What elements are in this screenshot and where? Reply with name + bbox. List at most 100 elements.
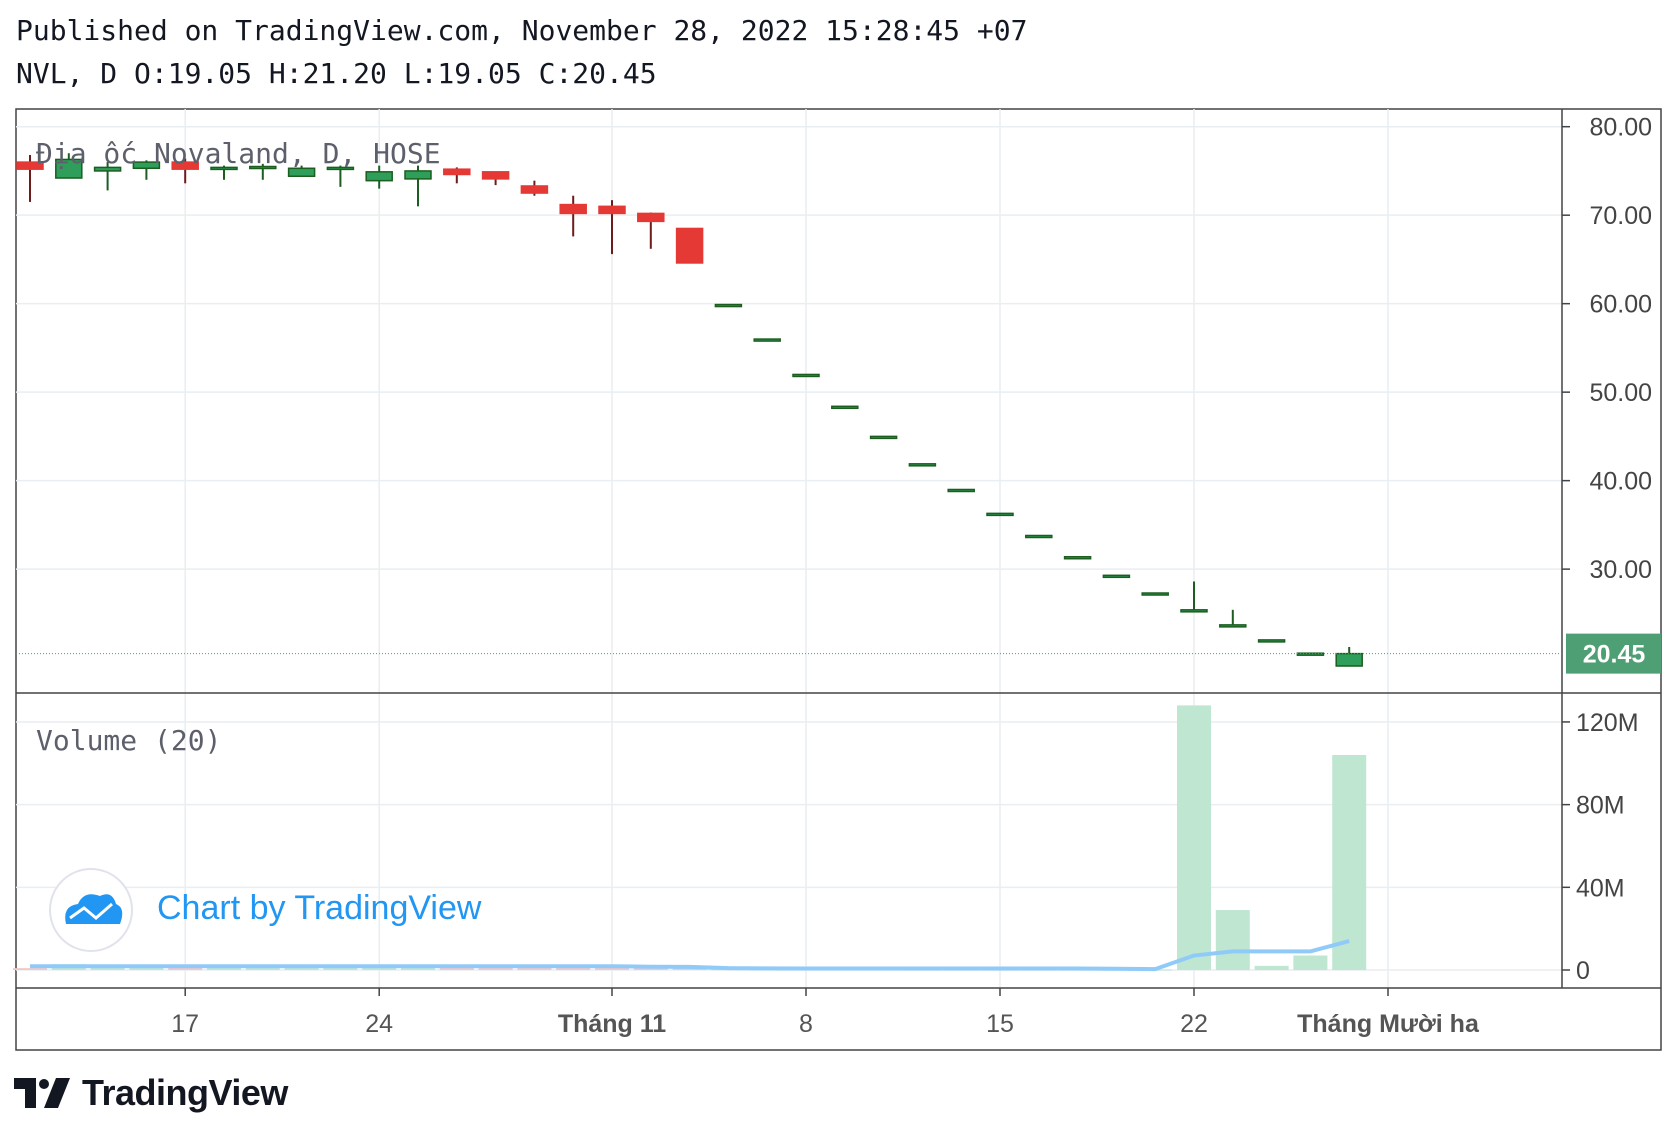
- volume-tick-label: 120M: [1576, 709, 1639, 737]
- price-tick-label: 30.00: [1589, 556, 1652, 584]
- candle: [1141, 592, 1169, 596]
- time-tick-label: Tháng 11: [558, 1010, 666, 1038]
- candle-body: [1025, 534, 1053, 539]
- candle: [132, 160, 161, 180]
- candle: [210, 165, 238, 180]
- volume-bar: [1332, 755, 1367, 970]
- volume-bar: [1215, 910, 1250, 970]
- candle: [249, 163, 277, 180]
- candle-body: [1180, 609, 1208, 613]
- candle-body: [675, 227, 704, 264]
- candle-body: [443, 168, 471, 176]
- candle: [753, 338, 781, 342]
- candle-body: [1257, 639, 1286, 643]
- chart-by-tradingview-watermark[interactable]: Chart by TradingView: [49, 868, 482, 952]
- candle-body: [365, 171, 393, 182]
- candle-body: [171, 161, 199, 170]
- candle-body: [132, 161, 161, 170]
- candles: [16, 153, 1363, 667]
- volume-ma-line: [30, 939, 1350, 972]
- price-axis[interactable]: 80.00 70.00 60.00 50.00 40.00 30.00: [1562, 114, 1652, 584]
- candle-body: [559, 203, 587, 215]
- candle-body: [831, 405, 859, 410]
- candle-body: [55, 158, 83, 179]
- symbol-title: Địa ốc Novaland, D, HOSE: [36, 137, 441, 170]
- candle: [520, 180, 549, 196]
- candle-body: [753, 338, 781, 342]
- time-tick-label: 22: [1180, 1010, 1208, 1038]
- volume-bar: [1177, 705, 1211, 970]
- volume-bar: [478, 966, 513, 970]
- candle-body: [947, 488, 975, 493]
- candle-body: [1063, 555, 1092, 560]
- volume-bar: [1293, 955, 1328, 970]
- candle-body: [210, 166, 238, 171]
- candle: [598, 200, 626, 255]
- volume-bar: [90, 966, 125, 970]
- last-price-label: 20.45: [1566, 633, 1661, 674]
- watermark-text[interactable]: Chart by TradingView: [157, 889, 482, 927]
- volume-bar: [401, 967, 435, 970]
- candle: [1219, 609, 1247, 628]
- price-tick-label: 80.00: [1589, 114, 1652, 142]
- volume-bar: [1254, 965, 1289, 970]
- candle: [559, 195, 587, 237]
- volume-bar: [168, 966, 203, 970]
- candle: [637, 212, 665, 249]
- grid-lines: [16, 109, 1562, 988]
- candle-body: [287, 167, 316, 177]
- candle-body: [404, 170, 432, 180]
- candle: [171, 158, 199, 184]
- candle-body: [1335, 652, 1363, 667]
- candle: [986, 512, 1014, 517]
- trading-chart[interactable]: 80.00 70.00 60.00 50.00 40.00 30.00 120M 80M 40…: [0, 0, 1676, 1070]
- volume-title: Volume (20): [36, 724, 221, 757]
- candle: [287, 165, 316, 177]
- candle-body: [520, 185, 549, 194]
- time-tick-label: 24: [365, 1010, 393, 1038]
- candle-body: [637, 212, 665, 223]
- volume-axis[interactable]: 120M 80M 40M 0: [1562, 709, 1639, 985]
- candle: [831, 405, 859, 410]
- time-tick-label: Tháng Mười ha: [1297, 1010, 1480, 1038]
- volume-tick-label: 0: [1576, 957, 1590, 985]
- volume-tick-label: 40M: [1576, 874, 1625, 902]
- candle-body: [792, 373, 820, 378]
- candle: [1063, 555, 1092, 560]
- volume-bar: [323, 967, 358, 970]
- candle: [326, 165, 355, 187]
- candle: [675, 227, 704, 264]
- tradingview-logo[interactable]: TradingView: [14, 1072, 288, 1114]
- time-tick-label: 17: [171, 1010, 199, 1038]
- time-tick-label: 8: [799, 1010, 813, 1038]
- candle-body: [986, 512, 1014, 517]
- candle: [1257, 639, 1286, 643]
- price-tick-label: 70.00: [1589, 202, 1652, 230]
- candle: [93, 162, 122, 191]
- svg-text:20.45: 20.45: [1583, 641, 1646, 669]
- time-tick-label: 15: [986, 1010, 1014, 1038]
- candle: [1102, 574, 1131, 579]
- candle: [1180, 581, 1208, 613]
- candle: [55, 153, 83, 179]
- candle: [1335, 646, 1363, 667]
- candle: [908, 463, 937, 467]
- candle-body: [869, 435, 898, 440]
- candle: [869, 435, 898, 440]
- candle-body: [249, 165, 277, 170]
- candle: [1025, 534, 1053, 539]
- candle-body: [1102, 574, 1131, 579]
- volume-bar: [245, 967, 280, 970]
- price-tick-label: 40.00: [1589, 468, 1652, 496]
- candle-body: [1141, 592, 1169, 596]
- candle-body: [326, 166, 355, 171]
- candle: [443, 167, 471, 184]
- price-tick-label: 60.00: [1589, 291, 1652, 319]
- candle: [792, 373, 820, 378]
- candle-body: [481, 171, 510, 180]
- time-axis[interactable]: 17 24 Tháng 11 8 15 22 Tháng Mười ha: [171, 988, 1480, 1038]
- candle-body: [908, 463, 937, 467]
- candle: [481, 171, 510, 186]
- price-tick-label: 50.00: [1589, 379, 1652, 407]
- tradingview-logo-icon: [14, 1078, 70, 1108]
